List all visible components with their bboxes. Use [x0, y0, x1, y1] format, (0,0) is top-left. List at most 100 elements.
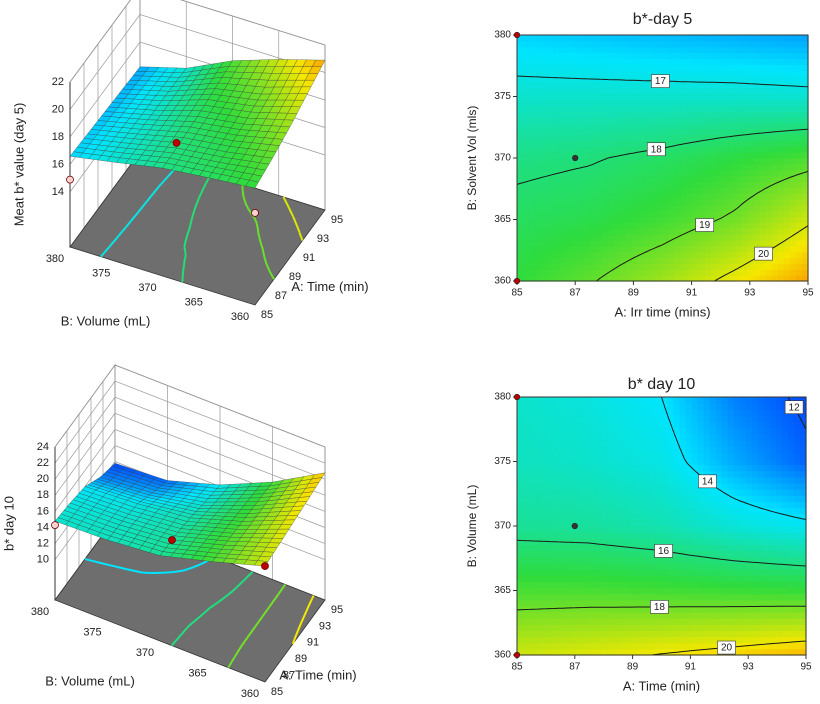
contour-fill: [553, 40, 561, 48]
contour-fill: [769, 427, 777, 435]
contour-fill: [553, 526, 560, 533]
contour-fill: [619, 452, 626, 460]
contour-fill: [715, 593, 723, 601]
contour-fill: [787, 489, 795, 496]
contour-fill: [625, 526, 632, 533]
contour-fill: [661, 458, 669, 466]
contour-fill: [777, 40, 785, 48]
contour-fill: [565, 35, 573, 42]
contour-fill: [709, 630, 717, 638]
contour-fill: [547, 40, 554, 48]
contour-fill: [577, 81, 585, 89]
contour-fill: [674, 140, 682, 147]
contour-fill: [595, 70, 603, 77]
contour-fill: [759, 146, 767, 153]
contour-fill: [589, 513, 596, 521]
contour-fill: [691, 483, 699, 490]
contour-fill: [529, 52, 536, 60]
contour-fill: [739, 458, 747, 466]
contour-fill: [711, 199, 718, 206]
contour-fill: [613, 569, 620, 576]
contour-fill: [703, 458, 711, 466]
contour-fill: [799, 452, 807, 460]
contour-fill: [535, 105, 542, 112]
contour-fill: [583, 169, 591, 177]
contour-fill: [703, 556, 711, 564]
contour-fill: [793, 427, 801, 435]
contour-fill: [715, 446, 723, 453]
contour-fill: [655, 526, 663, 533]
contour-fill: [559, 575, 566, 582]
contour-fill: [801, 210, 809, 218]
contour-fill: [631, 476, 639, 484]
contour-fill: [637, 612, 645, 619]
contour-fill: [733, 519, 741, 527]
contour-fill: [656, 269, 664, 276]
contour-fill: [535, 240, 542, 247]
contour-fill: [607, 624, 614, 632]
contour-fill: [709, 470, 717, 478]
contour-fill: [638, 134, 645, 142]
contour-fill: [553, 210, 561, 218]
contour-fill: [649, 618, 657, 625]
contour-fill: [523, 245, 530, 253]
contour-fill: [686, 76, 694, 83]
contour-fill: [783, 169, 791, 177]
contour-fill: [721, 587, 729, 595]
contour-fill: [753, 76, 761, 83]
contour-fill: [656, 181, 664, 188]
contour-fill: [595, 476, 602, 484]
contour-fill: [661, 587, 669, 595]
contour-fill: [601, 409, 608, 417]
contour-fill: [793, 519, 801, 527]
contour-fill: [717, 263, 724, 270]
contour-fill: [715, 495, 723, 503]
contour-fill: [692, 93, 700, 101]
contour-fill: [595, 240, 603, 247]
contour-fill: [613, 519, 620, 527]
contour-fill: [535, 532, 542, 539]
contour-fill: [547, 544, 554, 552]
contour-fill: [741, 111, 748, 118]
contour-fill: [553, 476, 560, 484]
contour-fill: [583, 409, 590, 417]
contour-fill: [793, 446, 801, 453]
contour-fill: [697, 630, 705, 638]
contour-fill: [559, 409, 566, 417]
contour-fill: [771, 245, 779, 253]
contour-fill: [781, 507, 789, 515]
contour-fill: [559, 158, 567, 165]
contour-fill: [741, 87, 748, 95]
contour-fill: [577, 440, 584, 447]
contour-fill: [565, 550, 572, 558]
contour-fill: [662, 52, 670, 60]
contour-fill: [769, 538, 777, 546]
contour-fill: [757, 403, 765, 410]
contour-fill: [523, 152, 530, 159]
contour-fill: [649, 532, 657, 539]
contour-fill: [535, 587, 542, 595]
contour-fill: [673, 446, 681, 453]
contour-fill: [517, 134, 524, 142]
contour-fill: [759, 222, 767, 229]
contour-fill: [644, 263, 651, 270]
contour-fill: [763, 489, 771, 496]
contour-fill: [583, 251, 591, 259]
contour-fill: [547, 599, 554, 607]
contour-fill: [565, 605, 572, 613]
contour-fill: [704, 46, 712, 54]
contour-line: [516, 539, 807, 567]
contour-fill: [717, 275, 724, 282]
contour-fill: [723, 134, 730, 142]
contour-fill: [723, 152, 730, 159]
contour-fill: [607, 409, 614, 417]
contour-fill: [757, 433, 765, 441]
contour-fill: [679, 526, 687, 533]
contour-fill: [765, 93, 773, 101]
contour-fill: [553, 403, 560, 410]
contour-fill: [753, 134, 761, 142]
contour-fill: [739, 501, 747, 509]
contour-fill: [739, 513, 747, 521]
contour-fill: [595, 105, 603, 112]
contour-fill: [631, 624, 639, 632]
